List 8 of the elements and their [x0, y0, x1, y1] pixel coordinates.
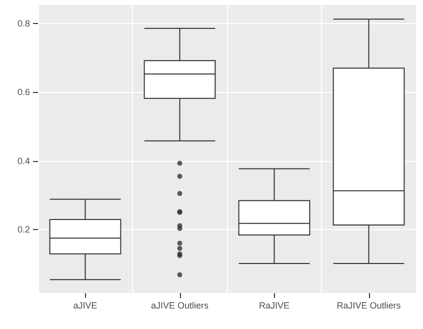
x-tick-label: aJIVE Outliers — [150, 300, 210, 310]
y-tick-label: 0.2 — [17, 224, 30, 234]
x-tick-label: RaJIVE — [258, 300, 290, 310]
x-tick-label: RaJIVE Outliers — [336, 300, 402, 310]
y-tick-label: 0.8 — [17, 18, 30, 29]
y-tick-label: 0.4 — [17, 156, 30, 166]
x-tick-label: aJIVE — [73, 300, 98, 310]
y-tick-label: 0.6 — [17, 87, 30, 98]
